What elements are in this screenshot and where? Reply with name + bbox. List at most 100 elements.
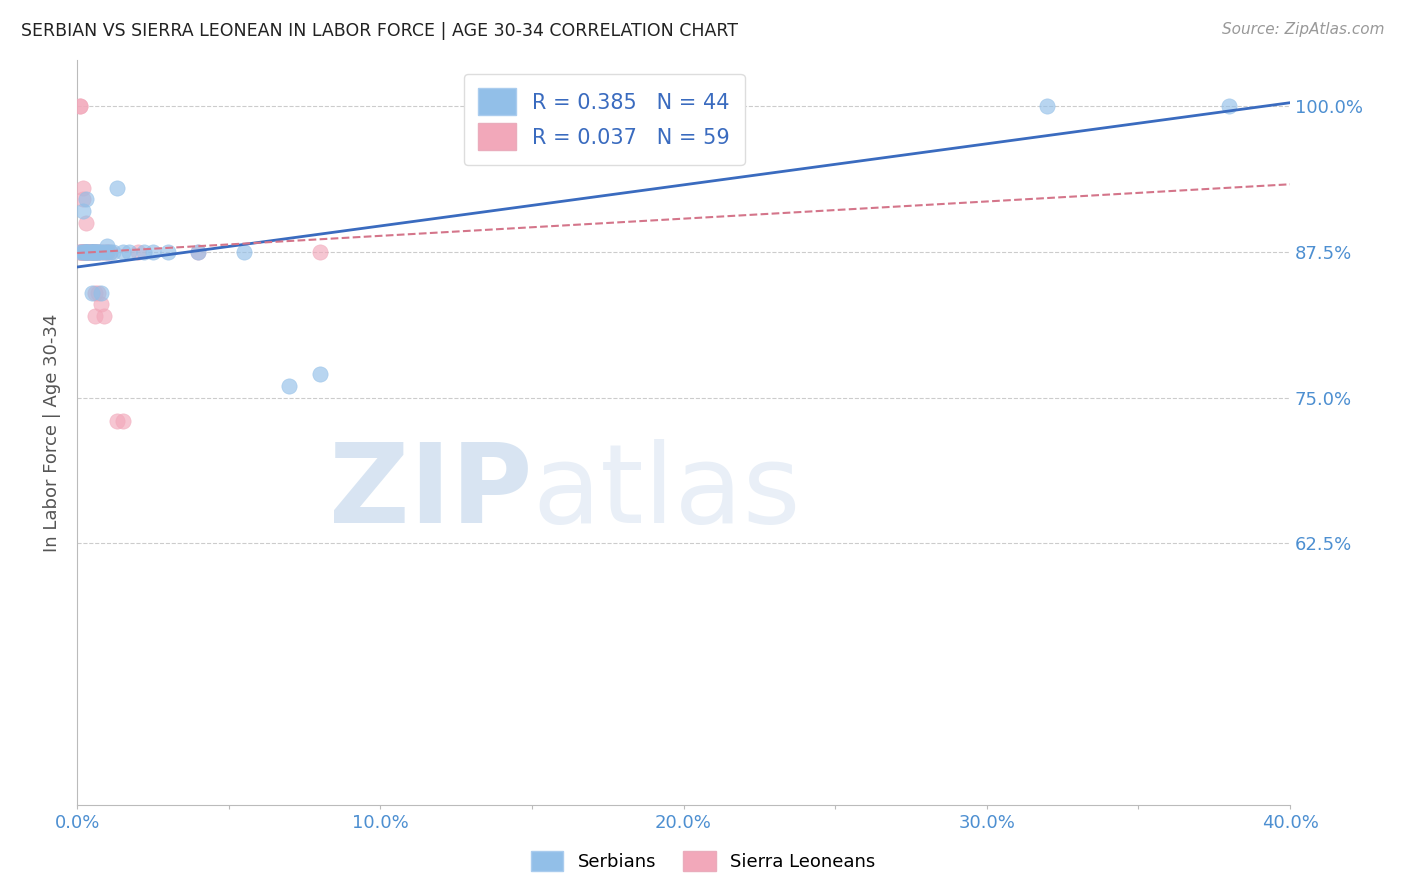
Point (69, 244, 91, 259)
Point (69, 244, 91, 259)
Point (82, 244, 104, 259)
Point (77, 244, 100, 259)
Point (75, 244, 97, 259)
Point (72, 244, 94, 259)
Point (75, 244, 97, 259)
Point (82, 244, 104, 259)
Point (84, 309, 107, 323)
Point (82, 244, 104, 259)
Point (75, 244, 97, 259)
Point (187, 244, 209, 259)
Point (84, 244, 107, 259)
Point (93, 309, 115, 323)
Point (117, 244, 139, 259)
Point (77, 244, 100, 259)
Point (93, 244, 115, 259)
Point (157, 244, 180, 259)
Point (111, 244, 134, 259)
Text: ZIP: ZIP (329, 439, 531, 546)
Point (72, 204, 94, 219)
Point (77, 244, 100, 259)
Point (142, 244, 165, 259)
Point (72, 193, 94, 207)
Point (111, 414, 134, 428)
Point (69, 244, 91, 259)
Point (90, 244, 112, 259)
Point (84, 244, 107, 259)
Point (75, 244, 97, 259)
Point (84, 244, 107, 259)
Point (77, 244, 100, 259)
Point (77, 244, 100, 259)
Point (69, 244, 91, 259)
Legend: R = 0.385   N = 44, R = 0.037   N = 59: R = 0.385 N = 44, R = 0.037 N = 59 (464, 74, 745, 165)
Point (82, 244, 104, 259)
Point (69, 99, 91, 113)
Point (72, 244, 94, 259)
Point (84, 244, 107, 259)
Point (87, 285, 110, 300)
Point (69, 99, 91, 113)
Point (75, 244, 97, 259)
Point (72, 244, 94, 259)
Point (75, 244, 97, 259)
Point (82, 244, 104, 259)
Point (87, 244, 110, 259)
Point (84, 244, 107, 259)
Point (75, 244, 97, 259)
Point (127, 244, 149, 259)
Text: Source: ZipAtlas.com: Source: ZipAtlas.com (1222, 22, 1385, 37)
Point (82, 244, 104, 259)
Point (75, 244, 97, 259)
Point (105, 414, 128, 428)
Point (72, 244, 94, 259)
Point (103, 244, 125, 259)
Point (187, 244, 209, 259)
Point (87, 244, 110, 259)
Point (84, 244, 107, 259)
Point (90, 244, 112, 259)
Point (77, 244, 100, 259)
Point (87, 244, 110, 259)
Point (308, 244, 330, 259)
Point (75, 216, 97, 230)
Point (72, 244, 94, 259)
Point (77, 244, 100, 259)
Point (77, 244, 100, 259)
Point (132, 244, 155, 259)
Point (82, 244, 104, 259)
Point (232, 244, 254, 259)
Point (96, 244, 118, 259)
Point (75, 244, 97, 259)
Point (82, 244, 104, 259)
Point (75, 244, 97, 259)
Point (75, 244, 97, 259)
Point (84, 244, 107, 259)
Point (100, 244, 122, 259)
Point (77, 244, 100, 259)
Point (84, 285, 107, 300)
Point (87, 244, 110, 259)
Point (90, 285, 112, 300)
Point (72, 244, 94, 259)
Point (82, 244, 104, 259)
Point (72, 181, 94, 195)
Point (82, 244, 104, 259)
Point (82, 244, 104, 259)
Point (82, 285, 104, 300)
Text: atlas: atlas (531, 439, 800, 546)
Point (82, 244, 104, 259)
Point (1036, 99, 1059, 113)
Point (82, 244, 104, 259)
Point (278, 379, 301, 393)
Point (1218, 99, 1240, 113)
Text: SERBIAN VS SIERRA LEONEAN IN LABOR FORCE | AGE 30-34 CORRELATION CHART: SERBIAN VS SIERRA LEONEAN IN LABOR FORCE… (21, 22, 738, 40)
Legend: Serbians, Sierra Leoneans: Serbians, Sierra Leoneans (523, 844, 883, 879)
Point (87, 244, 110, 259)
Point (72, 244, 94, 259)
Point (96, 239, 118, 253)
Point (84, 244, 107, 259)
Y-axis label: In Labor Force | Age 30-34: In Labor Force | Age 30-34 (44, 313, 60, 551)
Point (100, 244, 122, 259)
Point (308, 368, 330, 382)
